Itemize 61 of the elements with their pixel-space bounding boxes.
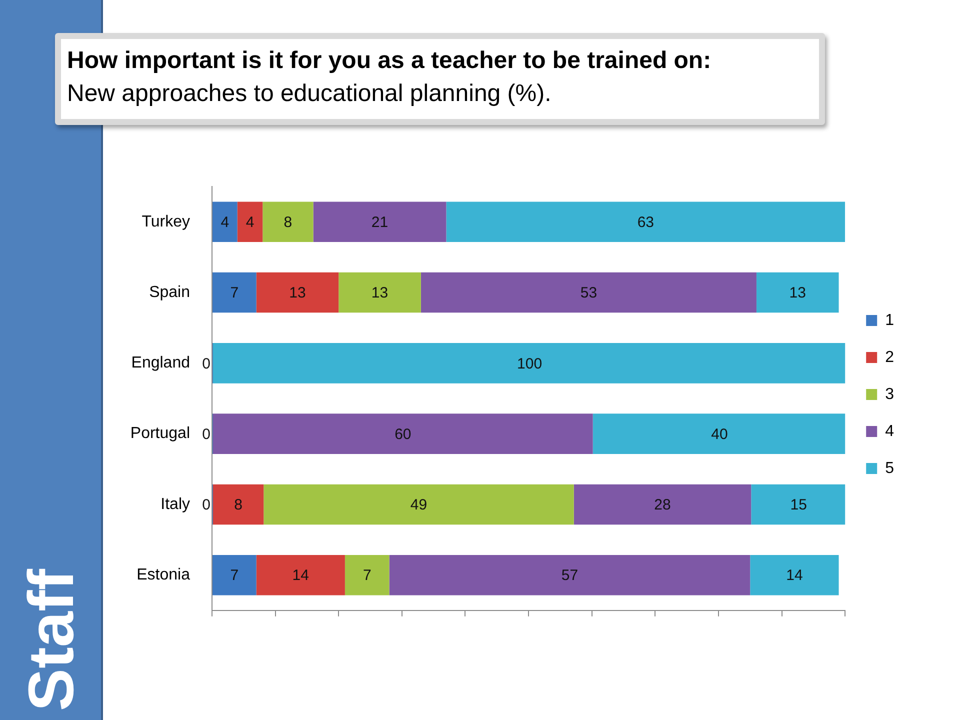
bar [213, 484, 264, 525]
bar [262, 202, 314, 242]
bar [264, 484, 574, 525]
bar [420, 272, 756, 313]
data-label: 8 [284, 214, 292, 232]
bar [212, 272, 256, 313]
data-label: 28 [654, 496, 671, 514]
data-label: 7 [230, 567, 239, 584]
data-label: 7 [362, 567, 372, 584]
data-label: 21 [371, 214, 388, 232]
data-label: 13 [289, 284, 306, 302]
data-label: 14 [292, 567, 309, 584]
bar [213, 343, 846, 384]
y-tick-label: England [131, 354, 190, 372]
chart-title: How important is it for you as a teacher to be trained on: [67, 46, 712, 76]
data-label: 0 [202, 426, 210, 443]
bar [446, 202, 846, 242]
data-label: 14 [786, 567, 803, 584]
bar [574, 484, 752, 525]
y-tick-label: Portugal [130, 425, 190, 442]
bar [213, 414, 593, 454]
data-label: 49 [410, 496, 428, 514]
text: Staff [15, 568, 87, 712]
legend-label: 4 [885, 422, 894, 440]
data-label: 60 [394, 426, 412, 443]
bar [256, 272, 339, 313]
bar [313, 202, 446, 242]
data-label: 8 [234, 496, 242, 514]
bar [338, 272, 421, 313]
data-label: 4 [246, 214, 254, 232]
data-label: 40 [711, 426, 728, 443]
y-tick-label: Turkey [142, 213, 190, 230]
data-label: 7 [230, 284, 239, 302]
y-tick-label: Italy [160, 496, 190, 513]
data-label: 57 [561, 567, 578, 584]
chart-subtitle: New approaches to educational planning (%). [67, 79, 552, 109]
data-label: 100 [517, 355, 542, 372]
data-label: 4 [220, 214, 230, 232]
bar [592, 414, 846, 454]
data-label: 0 [202, 355, 210, 372]
bar [256, 554, 345, 596]
bar [756, 272, 839, 313]
legend-label: 2 [885, 348, 894, 366]
legend-label: 1 [885, 312, 894, 329]
data-label: 53 [580, 284, 598, 302]
bar [344, 554, 390, 596]
y-tick-label: Estonia [136, 566, 190, 584]
bar [389, 554, 750, 596]
data-label: 63 [637, 214, 654, 232]
bar [750, 554, 839, 596]
bar [212, 202, 238, 242]
legend-label: 5 [885, 460, 894, 477]
data-label: 15 [790, 496, 807, 514]
bar [237, 202, 263, 242]
data-label: 13 [371, 284, 388, 302]
data-label: 13 [789, 284, 806, 302]
y-tick-label: Spain [149, 284, 190, 301]
bar [212, 554, 256, 596]
data-label: 0 [202, 496, 210, 514]
legend-label: 3 [885, 386, 894, 403]
bar [751, 484, 846, 525]
